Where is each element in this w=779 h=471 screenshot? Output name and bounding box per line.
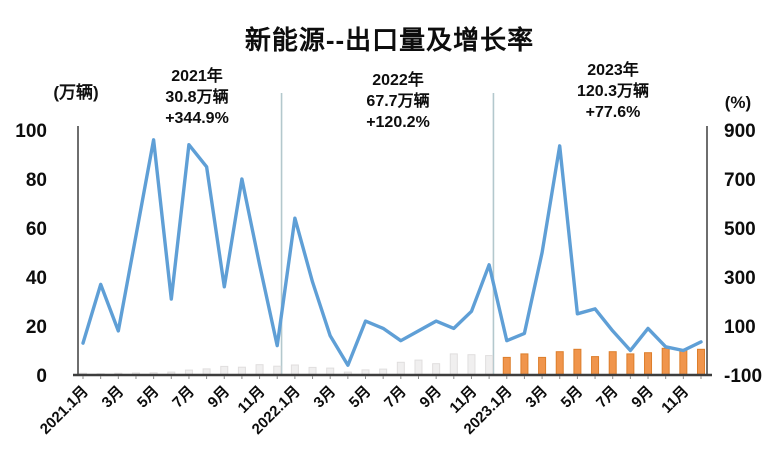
volume-bar [591,356,600,376]
x-axis-tick-label: 3月 [310,383,339,412]
left-axis-tick-label: 100 [15,121,47,142]
annotation-2022-growth: +120.2% [366,114,430,131]
right-axis-unit-label: (%) [724,93,752,112]
x-axis-tick-label: 3月 [522,383,551,412]
volume-bar [538,356,547,376]
volume-bar [467,354,476,376]
volume-bar [290,364,299,376]
x-axis-tick-label: 5月 [558,383,587,412]
volume-bar [485,355,494,376]
x-axis-tick-label: 7月 [593,383,622,412]
annotation-2023: 2023年 120.3万辆 +77.6% [528,60,698,123]
annotation-2023-volume: 120.3万辆 [576,83,650,100]
volume-bar [644,352,653,376]
volume-bar [414,359,423,376]
volume-bar [520,353,529,376]
left-axis-tick-label: 60 [26,219,47,240]
volume-bar [396,361,405,376]
x-axis-tick-label: 7月 [381,383,410,412]
right-axis-tick-label: 100 [724,317,756,338]
annotation-2023-year: 2023年 [587,62,639,79]
chart-title: 新能源--出口量及增长率 [244,25,535,55]
left-axis-tick-label: 20 [26,317,47,338]
left-axis-tick-label: 40 [26,268,47,289]
right-axis-tick-label: 300 [724,268,756,289]
volume-bar [502,356,511,376]
left-axis-tick-label: 0 [36,366,47,387]
volume-bar [679,349,688,376]
annotation-2021-year: 2021年 [171,68,223,85]
x-axis-tick-label: 9月 [205,383,234,412]
left-axis-unit-label: (万辆) [53,83,99,102]
volume-bar [573,348,582,376]
right-axis-tick-label: 700 [724,170,756,191]
volume-bar [220,365,229,376]
x-axis-tick-label: 3月 [99,383,128,412]
volume-bar [555,351,564,376]
annotation-2022-volume: 67.7万辆 [366,93,430,110]
x-axis-tick-label: 7月 [169,383,198,412]
x-axis-tick-label: 5月 [346,383,375,412]
annotation-2022-year: 2022年 [372,72,424,89]
volume-bar [273,365,282,376]
annotation-2022: 2022年 67.7万辆 +120.2% [313,70,483,133]
annotation-2021-growth: +344.9% [165,110,229,127]
annotation-2023-growth: +77.6% [585,104,641,121]
volume-bar [449,353,458,376]
volume-bar [608,351,617,376]
right-axis-tick-label: 900 [724,121,756,142]
volume-bar [696,348,705,376]
x-axis-tick-label: 2021.1月 [37,383,92,438]
volume-bar [255,364,264,376]
right-axis-tick-label: -100 [724,366,762,387]
left-axis-tick-label: 80 [26,170,47,191]
right-axis-tick-label: 500 [724,219,756,240]
growth-rate-line [81,138,703,367]
x-axis-tick-label: 9月 [416,383,445,412]
volume-bar [432,363,441,376]
volume-bar [661,347,670,376]
x-axis-tick-label: 9月 [628,383,657,412]
volume-bar [626,353,635,376]
annotation-2021: 2021年 30.8万辆 +344.9% [112,66,282,129]
x-axis-tick-label: 11月 [658,383,692,417]
annotation-2021-volume: 30.8万辆 [165,89,229,106]
x-axis-tick-label: 5月 [134,383,163,412]
